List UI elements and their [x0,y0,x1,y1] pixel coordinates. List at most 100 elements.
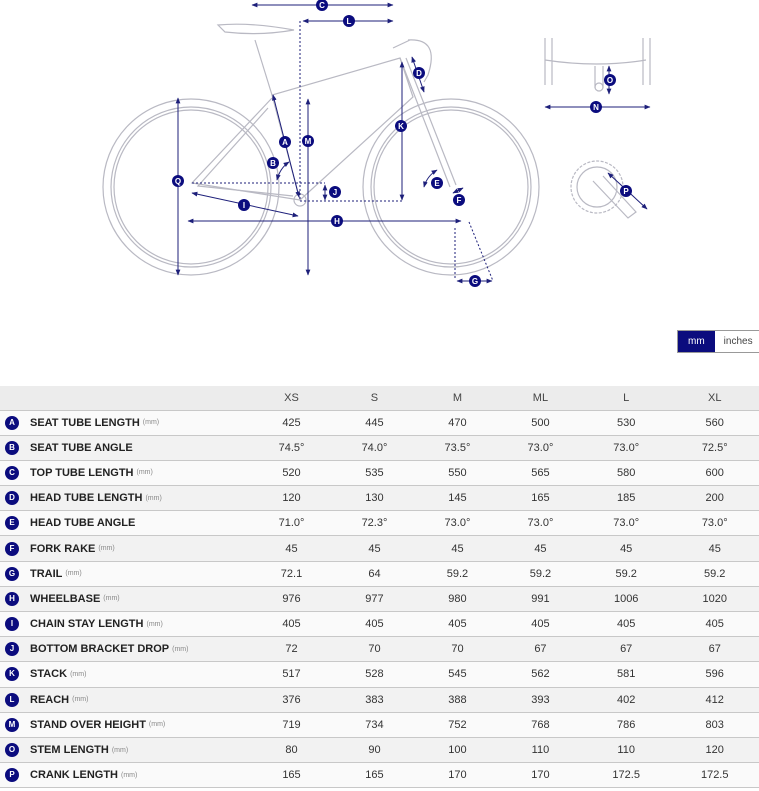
unit-label: (mm) [148,721,166,729]
row-label-cell: I CHAIN STAY LENGTH (mm) [0,612,250,637]
label-letter: J [333,188,337,197]
value-cell: 1006 [613,592,639,605]
letter-badge: F [5,541,19,556]
diagram-label-b: B [267,157,279,169]
value-cell: 185 [617,492,636,505]
row-label-cell: E HEAD TUBE ANGLE [0,511,250,536]
label-badge [267,157,279,169]
diagram-label-g: G [469,275,481,287]
unit-label: (mm) [72,696,89,704]
value-cell: 470 [448,416,467,429]
measurement-label: CRANK LENGTH [30,769,118,782]
unit-mm-button[interactable]: mm [678,331,715,352]
label-badge [279,136,291,148]
table-row: J BOTTOM BRACKET DROP (mm) 72 70 70 67 67 67 [0,636,759,662]
row-label-cell: C TOP TUBE LENGTH (mm) [0,460,250,485]
label-badge [431,177,443,189]
value-cell: 110 [531,744,550,757]
label-letter: E [434,179,440,188]
label-badge [604,74,616,86]
value-cell: 70 [451,643,464,656]
row-label-cell: P CRANK LENGTH (mm) [0,763,250,788]
letter-badge: M [5,717,19,732]
label-badge [331,215,343,227]
value-cell: 719 [282,718,301,731]
label-badge [395,120,407,132]
label-letter: N [593,103,599,112]
label-badge [469,275,481,287]
value-cell: 100 [448,744,467,757]
letter-badge: J [5,642,19,657]
unit-label: (mm) [145,494,162,502]
diagram-label-h: H [331,215,343,227]
row-label-cell: J BOTTOM BRACKET DROP (mm) [0,637,250,662]
value-cell: 72 [285,643,298,656]
value-cell: 45 [620,542,633,555]
value-cell: 59.2 [529,567,552,580]
label-letter: Q [175,177,181,186]
value-cell: 67 [708,643,721,656]
value-cell: 562 [531,668,550,681]
value-cell: 405 [365,618,384,631]
value-cell: 172.5 [612,769,640,782]
value-cell: 71.0° [278,517,305,530]
value-cell: 73.0° [613,517,640,530]
value-cell: 73.0° [527,517,554,530]
value-cell: 45 [368,542,381,555]
label-letter: C [319,1,325,10]
value-cell: 73.0° [701,517,728,530]
measurement-label: FORK RAKE [30,542,96,555]
table-row: I CHAIN STAY LENGTH (mm) 405 405 405 405 405 405 [0,611,759,637]
value-cell: 596 [705,668,724,681]
value-cell: 580 [617,466,636,479]
value-cell: 72.3° [361,517,388,530]
value-cell: 59.2 [615,567,637,580]
value-cell: 393 [531,693,550,706]
measurement-label: CHAIN STAY LENGTH [30,618,144,631]
unit-inches-button[interactable]: inches [714,331,759,352]
value-cell: 170 [531,769,550,782]
label-badge [329,186,341,198]
value-cell: 120 [705,744,724,757]
geometry-table: XS S M ML L XL A SEAT TUBE LENGTH (mm) 425 445 470… [0,386,759,788]
diagram-label-d: D [413,67,425,79]
row-label-cell: F FORK RAKE (mm) [0,536,250,561]
row-label-cell: M STAND OVER HEIGHT (mm) [0,712,250,737]
unit-label: (mm) [142,419,160,427]
value-cell: 517 [282,668,301,681]
row-label-cell: B SEAT TUBE ANGLE [0,435,250,460]
unit-label: (mm) [121,771,138,779]
row-label-cell: O STEM LENGTH (mm) [0,737,250,762]
value-cell: 80 [285,744,298,757]
unit-label: (mm) [70,670,87,678]
value-cell: 73.0° [527,441,554,454]
letter-badge: P [5,768,19,783]
table-header-row: XS S M ML L XL [0,386,759,410]
value-cell: 565 [531,466,550,479]
table-row: K STACK (mm) 517 528 545 562 581 596 [0,661,759,688]
value-cell: 550 [448,466,467,479]
measurement-label: STEM LENGTH [30,744,109,757]
value-cell: 560 [705,416,724,429]
table-row: G TRAIL (mm) 72.1 64 59.2 59.2 59.2 59.2 [0,561,759,587]
value-cell: 1020 [702,592,727,605]
value-cell: 405 [448,618,467,631]
value-cell: 803 [705,718,724,731]
value-cell: 405 [705,618,724,631]
value-cell: 90 [368,744,381,757]
unit-label: (mm) [146,620,163,628]
diagram-label-e: E [431,177,443,189]
diagram-label-c: C [316,0,328,11]
table-row: E HEAD TUBE ANGLE 71.0° 72.3° 73.0° 73.0° 73.0… [0,510,759,536]
row-label-cell: D HEAD TUBE LENGTH (mm) [0,486,250,511]
label-letter: L [347,17,352,26]
table-row: P CRANK LENGTH (mm) 165 165 170 170 172.5 172.5 [0,762,759,788]
unit-toggle: mm inches [677,330,759,353]
letter-badge: D [5,491,19,506]
value-cell: 405 [531,618,550,631]
measurement-label: HEAD TUBE LENGTH [30,492,143,505]
value-cell: 581 [617,668,636,681]
label-letter: I [243,201,245,210]
value-cell: 120 [282,492,301,505]
value-cell: 977 [365,592,384,605]
